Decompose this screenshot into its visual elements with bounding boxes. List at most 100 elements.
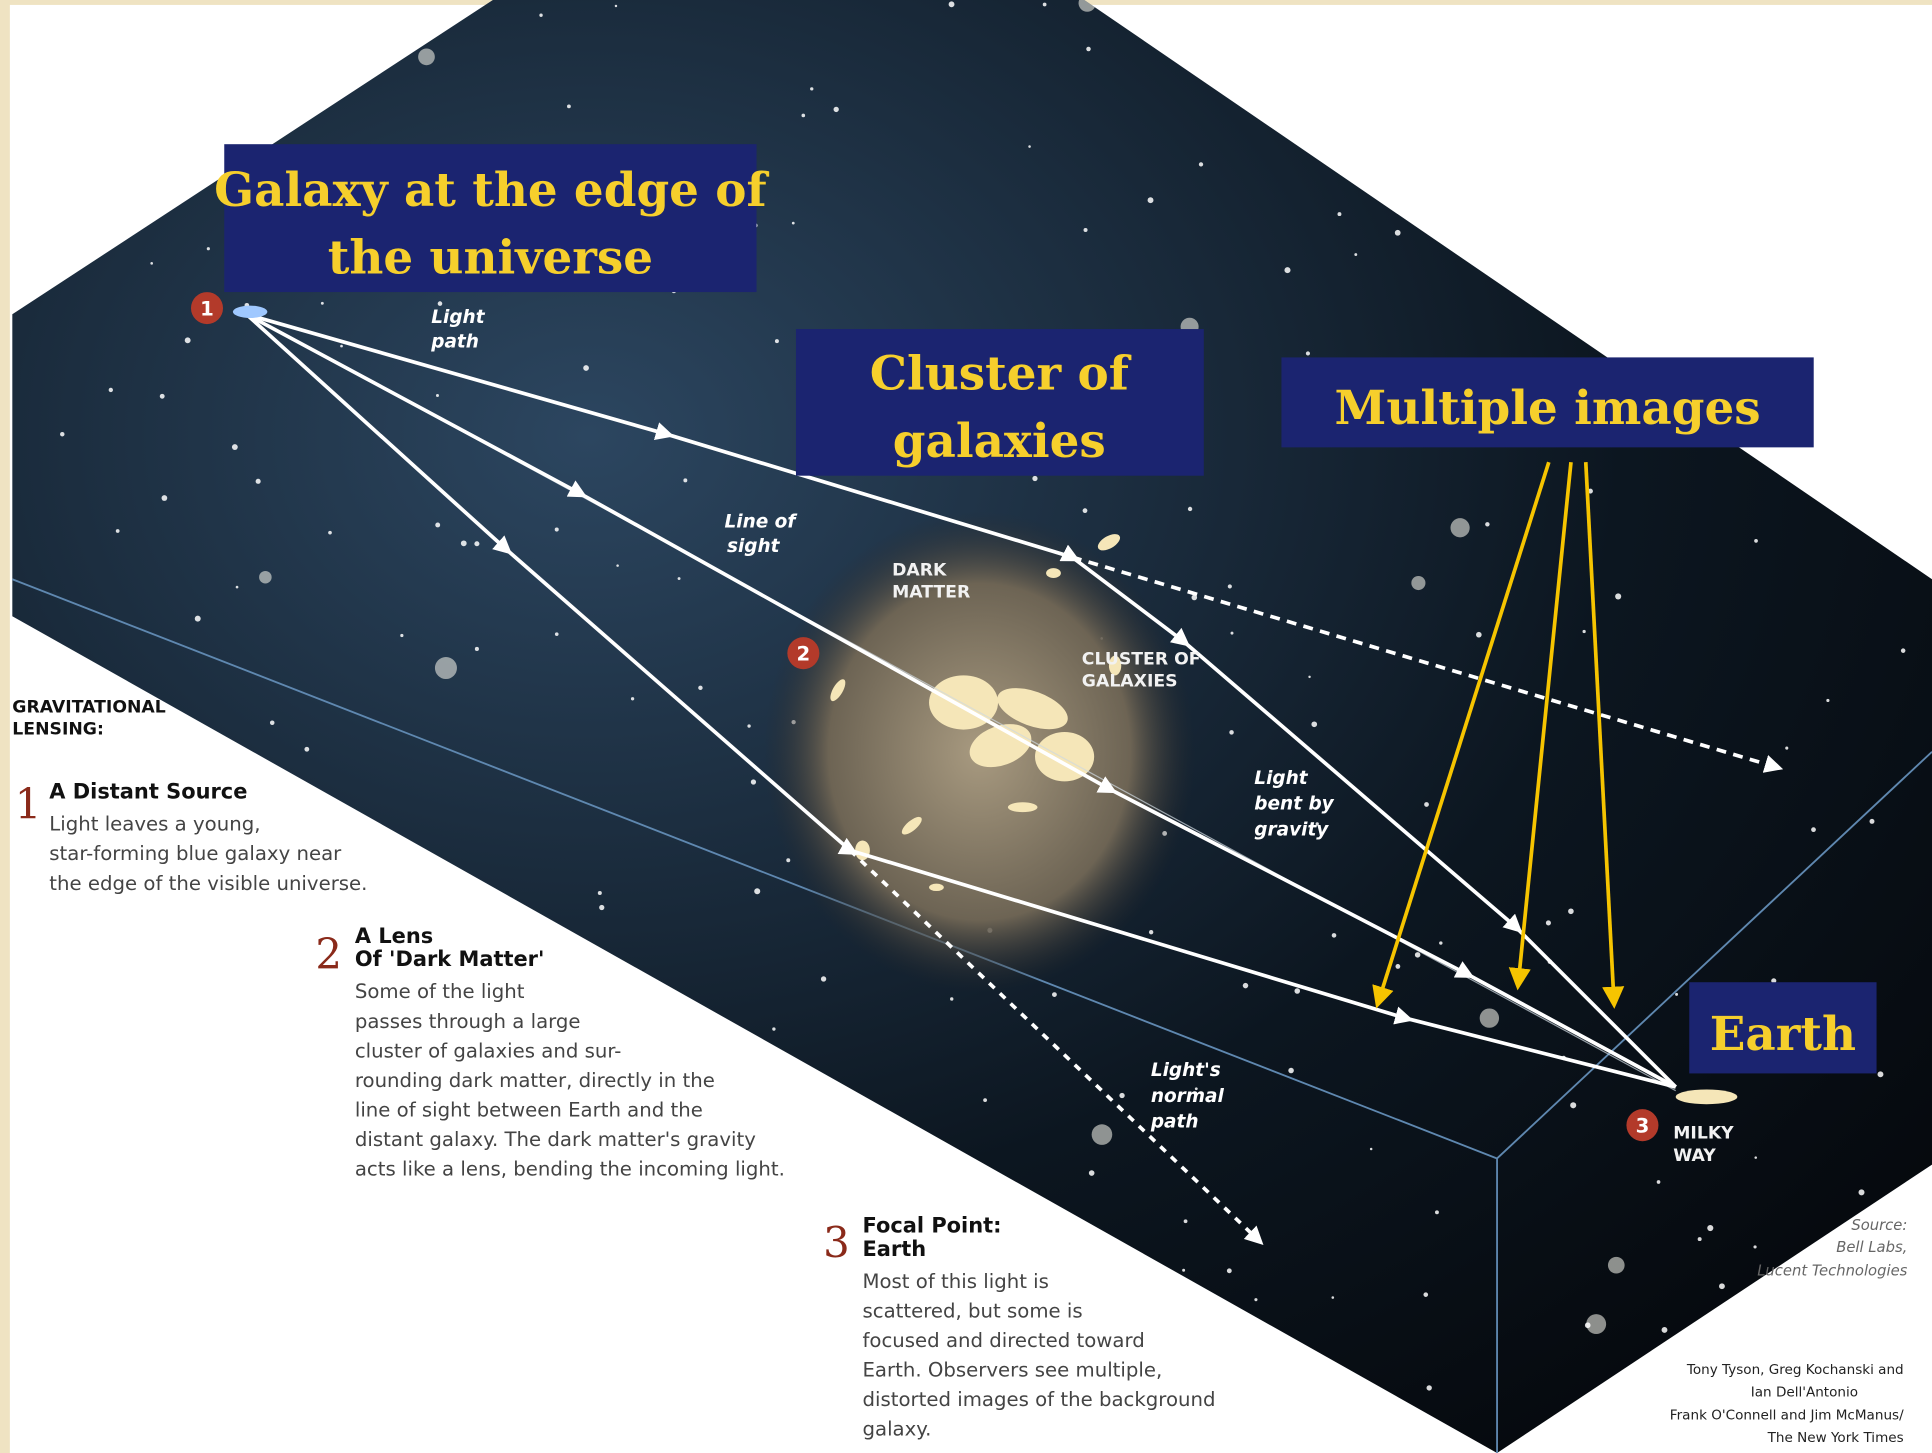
star — [1083, 508, 1088, 513]
star — [474, 541, 479, 546]
distant-galaxy — [233, 306, 268, 318]
star — [1092, 1124, 1113, 1145]
star — [1032, 476, 1037, 481]
star — [270, 721, 275, 726]
star — [1570, 1102, 1576, 1108]
step-text: Earth. Observers see multiple, — [863, 1359, 1163, 1382]
star — [438, 301, 443, 306]
step-text: rounding dark matter, directly in the — [355, 1069, 715, 1092]
star — [1657, 1180, 1661, 1184]
star — [631, 697, 634, 700]
star — [1331, 1296, 1334, 1299]
star — [1149, 930, 1153, 934]
star — [1119, 1093, 1124, 1098]
star — [328, 531, 332, 535]
label: DARK — [892, 561, 947, 581]
star — [1608, 1257, 1625, 1274]
star — [821, 976, 826, 981]
star — [475, 647, 479, 651]
step-text: the edge of the visible universe. — [49, 872, 367, 895]
callout-text: Multiple images — [1335, 381, 1761, 436]
star — [834, 107, 839, 112]
star — [983, 1098, 987, 1102]
star — [1753, 1245, 1756, 1248]
star — [232, 444, 238, 450]
star — [304, 747, 309, 752]
step-text: scattered, but some is — [863, 1299, 1083, 1322]
star — [747, 724, 750, 727]
star — [1370, 1148, 1373, 1151]
star — [1675, 993, 1678, 996]
star — [772, 1027, 775, 1030]
star — [1184, 1219, 1188, 1223]
star — [1583, 630, 1586, 633]
star — [1754, 539, 1758, 543]
star — [754, 888, 760, 894]
star — [683, 478, 687, 482]
source-line: Lucent Technologies — [1757, 1263, 1907, 1280]
marker-number: 2 — [796, 643, 810, 666]
label: MATTER — [892, 583, 970, 603]
star — [1199, 162, 1203, 166]
star — [207, 247, 210, 250]
star — [599, 905, 604, 910]
step-heading: A Lens — [355, 924, 433, 948]
legend-title: LENSING: — [12, 720, 104, 740]
star — [555, 528, 559, 532]
star — [236, 586, 239, 589]
source-line: Source: — [1851, 1217, 1907, 1234]
label: sight — [727, 536, 781, 557]
star — [1698, 1237, 1702, 1241]
label: Line of — [725, 511, 798, 532]
star — [1826, 699, 1829, 702]
star — [567, 104, 571, 108]
callout-text: the universe — [328, 231, 653, 286]
star — [256, 479, 261, 484]
star — [1182, 1269, 1185, 1272]
step-text: acts like a lens, bending the incoming l… — [355, 1158, 785, 1181]
step-heading: A Distant Source — [49, 780, 247, 804]
star — [160, 394, 165, 399]
star — [1043, 3, 1047, 7]
star — [950, 997, 953, 1000]
label: bent by — [1254, 794, 1334, 815]
star — [810, 87, 813, 90]
star — [1415, 952, 1421, 958]
star — [1332, 933, 1337, 938]
step-number: 1 — [15, 779, 42, 828]
label: Light — [431, 307, 485, 328]
star — [1450, 518, 1469, 537]
credit-line: Ian Dell'Antonio — [1751, 1384, 1858, 1400]
label: path — [430, 332, 479, 353]
label: Light — [1254, 768, 1308, 789]
diagram: 1 2 3 Light path Line of sight DARK MATT… — [0, 0, 1932, 1453]
star — [678, 577, 681, 580]
label: WAY — [1673, 1146, 1716, 1166]
label: Light's — [1151, 1060, 1221, 1081]
star — [1615, 593, 1621, 599]
star — [1476, 632, 1482, 638]
step-text: Most of this light is — [863, 1270, 1049, 1293]
star — [1338, 212, 1342, 216]
label: gravity — [1254, 820, 1329, 841]
step-text: passes through a large — [355, 1010, 581, 1033]
star — [1480, 1008, 1499, 1027]
step-text: Some of the light — [355, 980, 525, 1003]
star — [1869, 819, 1874, 824]
label: MILKY — [1673, 1124, 1734, 1144]
marker-number: 3 — [1636, 1115, 1650, 1138]
star — [195, 616, 201, 622]
star — [1227, 1268, 1232, 1273]
star — [435, 657, 457, 679]
star — [1311, 721, 1317, 727]
callout-text: Galaxy at the edge of — [214, 163, 769, 218]
star — [116, 529, 120, 533]
step-text: focused and directed toward — [863, 1329, 1145, 1352]
star — [1052, 992, 1057, 997]
star — [1243, 983, 1248, 988]
star — [949, 1, 955, 7]
star — [751, 779, 756, 784]
star — [792, 222, 795, 225]
star — [1395, 230, 1401, 236]
star — [802, 114, 806, 118]
